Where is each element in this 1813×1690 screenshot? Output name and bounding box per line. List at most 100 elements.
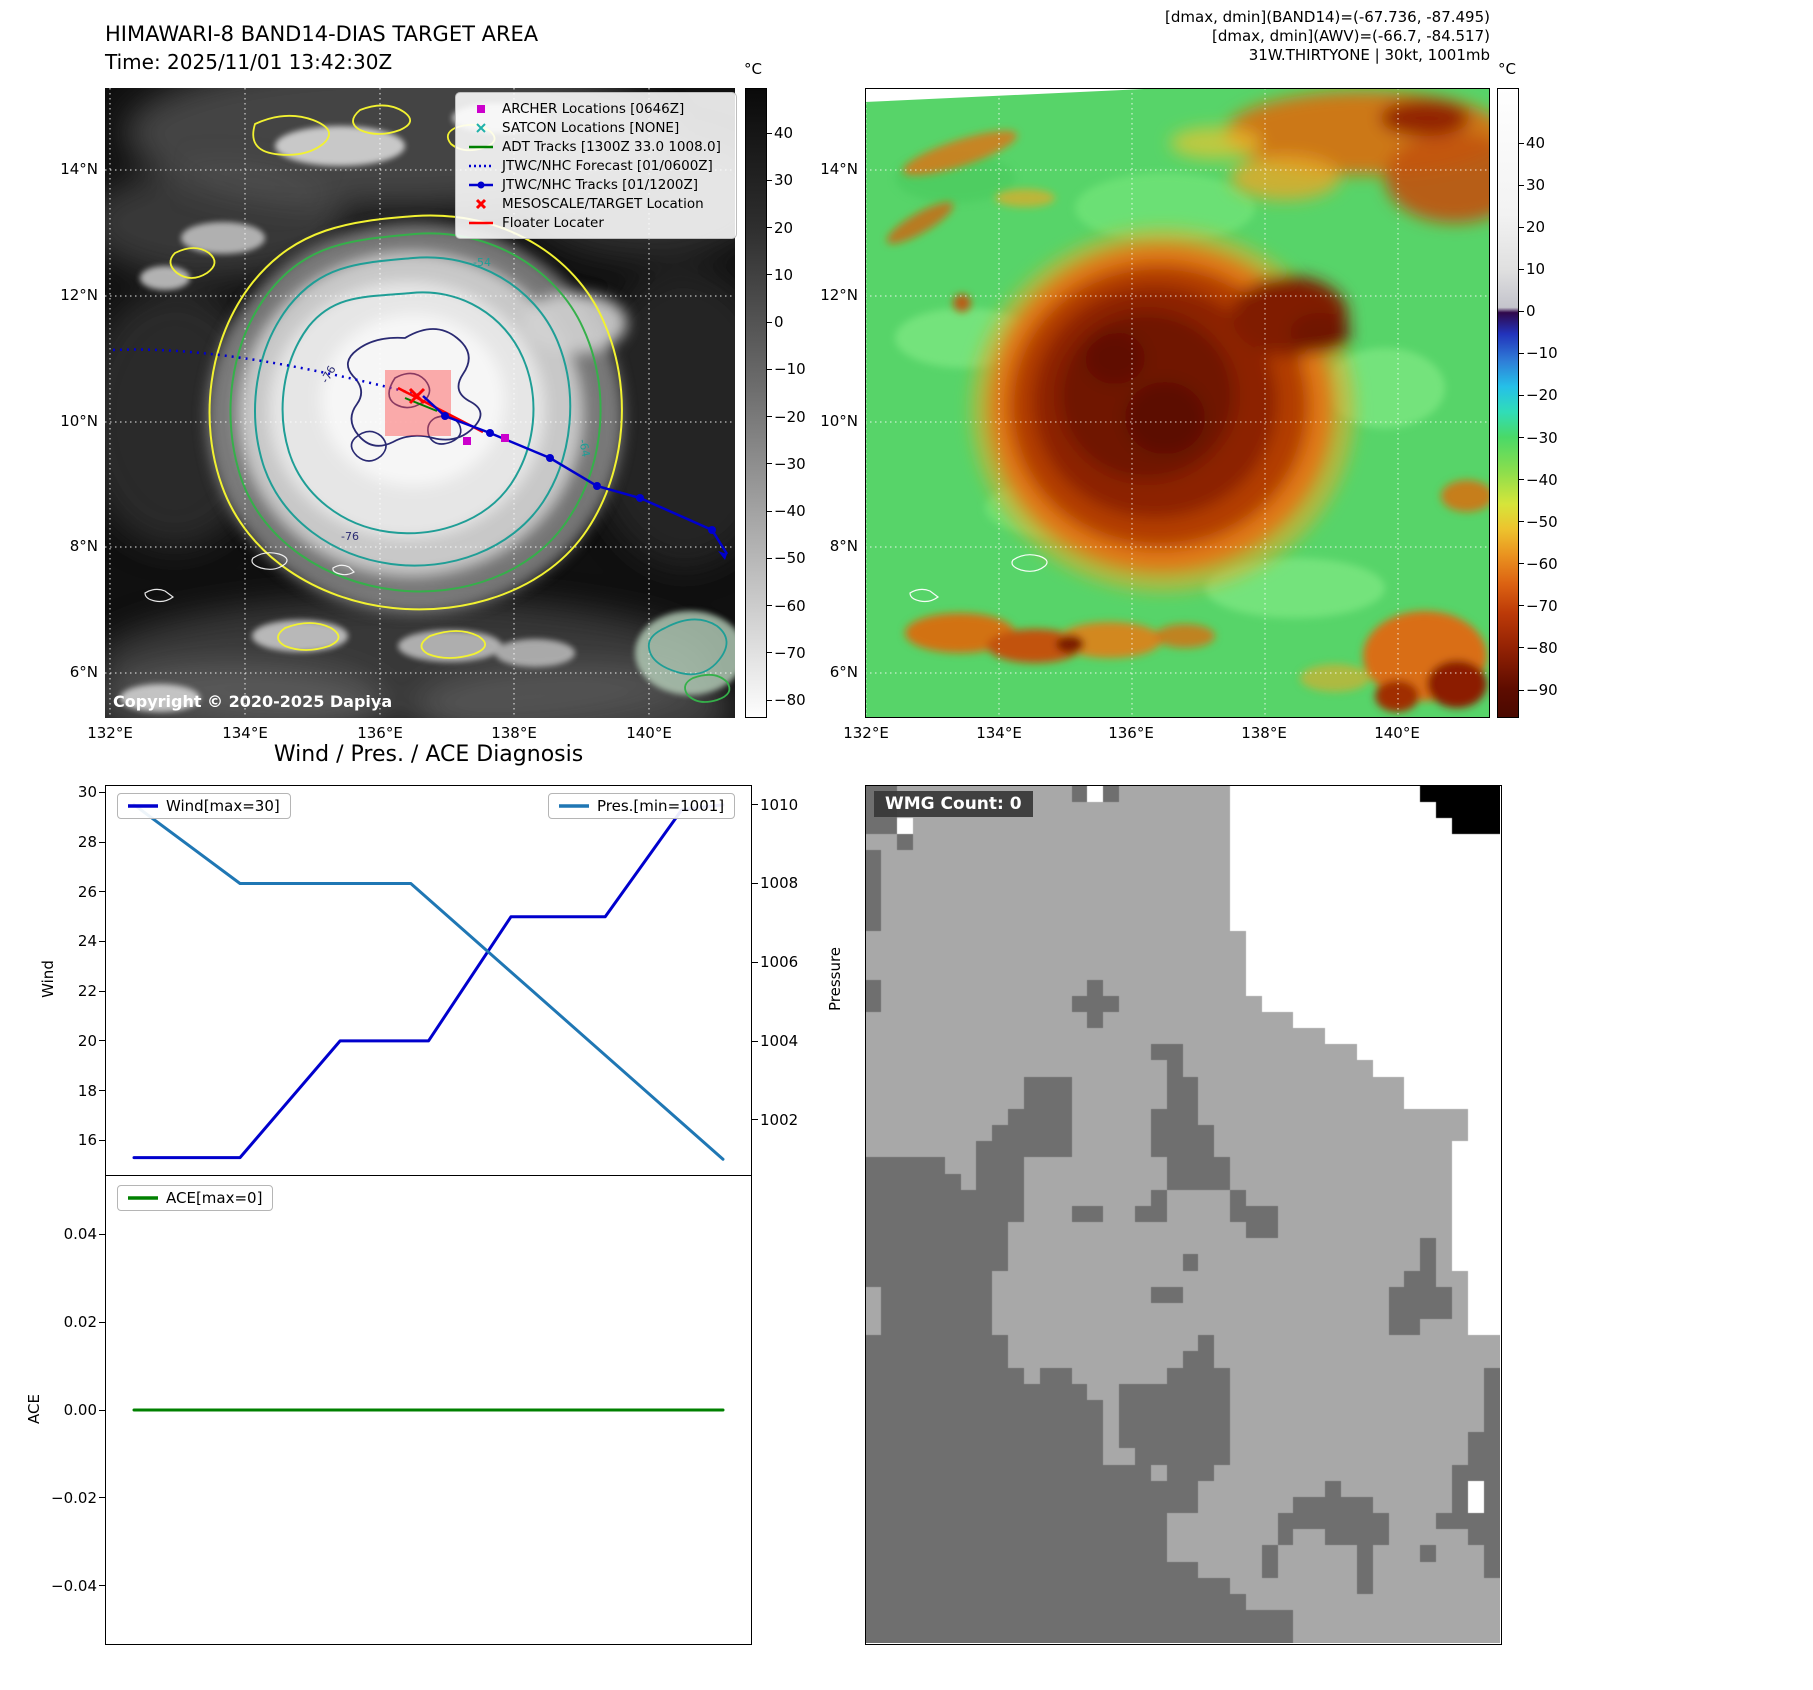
p2-colorbar-tickmark [1519, 605, 1524, 607]
wind-tickmark [99, 1090, 105, 1092]
p1-xtick-label: 134°E [222, 724, 268, 742]
p1-colorbar-tick-label: −50 [774, 549, 806, 568]
p1-colorbar-tick-label: −40 [774, 502, 806, 520]
jtwc-track-points [441, 412, 727, 560]
wind-tick-label: 20 [77, 1031, 97, 1050]
warm-cloud-patches-top [1170, 91, 1490, 223]
wind-tickmark [99, 791, 105, 793]
legend-line-sample-icon [128, 804, 158, 808]
ace-chart [132, 1408, 725, 1412]
x-bold-marker-icon [475, 198, 487, 209]
ace-legend: ACE[max=0] [117, 1185, 274, 1211]
p1-xtick-label: 140°E [626, 724, 672, 742]
ace-tickmark [99, 1233, 105, 1235]
island-outlines [909, 554, 1048, 603]
p2-colorbar-tickmark [1519, 310, 1524, 312]
wind-tickmark [99, 891, 105, 893]
p2-colorbar-tickmark [1519, 689, 1524, 691]
copyright-text: Copyright © 2020-2025 Dapiya [113, 692, 393, 711]
p2-xtick-label: 134°E [976, 724, 1022, 742]
wmg-mask-image [866, 786, 1500, 1643]
p2-colorbar-tick-label: −40 [1526, 470, 1558, 489]
ace-tickmark [99, 1321, 105, 1323]
legend-item-label: JTWC/NHC Tracks [01/1200Z] [502, 176, 699, 193]
legend-item-label: ARCHER Locations [0646Z] [502, 100, 685, 117]
wind-tickmark [99, 1139, 105, 1141]
legend-line-sample-icon [559, 804, 589, 808]
wind-legend-label: Wind[max=30] [166, 797, 280, 815]
jtwc-forecast-track-line [112, 348, 424, 398]
pressure-tickmark [752, 804, 758, 806]
contour-label: -54 [473, 256, 491, 269]
pressure-tickmark [752, 1119, 758, 1121]
pressure-tickmark [752, 882, 758, 884]
p1-colorbar-tick-label: −70 [774, 643, 806, 662]
p1-colorbar-tickmark [767, 368, 772, 370]
p2-colorbar-tickmark [1519, 226, 1524, 228]
pressure-tickmark [752, 1040, 758, 1042]
adt-track-line [404, 397, 438, 412]
p2-xtick-label: 136°E [1108, 724, 1154, 742]
legend-item: JTWC/NHC Forecast [01/0600Z] [466, 156, 726, 175]
p2-colorbar-unit: °C [1498, 60, 1516, 78]
cloud-patches-bottom [905, 480, 1490, 712]
wind-tick-label: 18 [77, 1081, 97, 1100]
legend-item: ARCHER Locations [0646Z] [466, 99, 726, 118]
p2-colorbar-tick-label: 10 [1526, 260, 1546, 279]
p2-colorbar-tickmark [1519, 184, 1524, 186]
p2-ytick-label: 8°N [829, 537, 858, 555]
p2-colorbar-tick-label: −60 [1526, 554, 1558, 573]
p1-colorbar-tick-label: 10 [774, 265, 794, 284]
p1-xtick-label: 132°E [87, 724, 133, 742]
pressure-tickmark [752, 961, 758, 963]
pres-line [132, 803, 725, 1161]
p2-colorbar-tickmark [1519, 521, 1524, 523]
pressure-tick-label: 1006 [760, 953, 799, 972]
panel2-header: [dmax, dmin](BAND14)=(-67.736, -87.495) … [990, 8, 1490, 65]
ace-legend-label: ACE[max=0] [166, 1189, 263, 1207]
p1-colorbar-tickmark [767, 416, 772, 417]
legend-item-label: SATCON Locations [NONE] [502, 119, 680, 136]
p1-colorbar-tick-label: −60 [774, 596, 806, 615]
p2-colorbar-tick-label: 30 [1526, 176, 1546, 195]
p2-xtick-label: 138°E [1241, 724, 1287, 742]
archer-location-markers [463, 434, 509, 445]
line-marker-icon [469, 145, 493, 148]
ace-tickmark [99, 1409, 105, 1411]
p1-colorbar-tick-label: 20 [774, 218, 794, 237]
p1-colorbar-tick-label: −30 [774, 454, 806, 473]
pressure-tick-label: 1010 [760, 795, 799, 814]
wind-tick-label: 26 [77, 882, 97, 901]
legend-item-label: ADT Tracks [1300Z 33.0 1008.0] [502, 138, 721, 155]
mesoscale-target-x-icon [408, 387, 426, 405]
p1-colorbar-tickmark [767, 463, 772, 465]
cold-central-dense-overcast [971, 228, 1355, 592]
square-marker-icon [477, 104, 485, 113]
band14-dmax-dmin-text: [dmax, dmin](BAND14)=(-67.736, -87.495) [1165, 8, 1490, 26]
legend-item: ADT Tracks [1300Z 33.0 1008.0] [466, 137, 726, 156]
p2-colorbar-tick-label: 40 [1526, 134, 1546, 152]
wind-tickmark [99, 841, 105, 843]
ace-tickmark [99, 1585, 105, 1587]
legend-item: JTWC/NHC Tracks [01/1200Z] [466, 175, 726, 194]
p1-ytick-label: 10°N [60, 412, 98, 430]
p2-ytick-label: 10°N [820, 412, 858, 430]
wind-pressure-chart-frame [105, 785, 752, 1175]
wind-tick-label: 22 [77, 982, 97, 1001]
p1-colorbar-tickmark [767, 179, 772, 181]
pressure-tick-label: 1004 [760, 1032, 799, 1051]
p2-colorbar-tick-label: −10 [1526, 344, 1558, 363]
p1-ytick-label: 12°N [60, 286, 98, 304]
p1-colorbar-tickmark [767, 699, 772, 701]
p2-colorbar-tickmark [1519, 142, 1524, 144]
legend-item-label: MESOSCALE/TARGET Location [502, 195, 704, 212]
p1-colorbar-tickmark [767, 605, 772, 606]
p1-colorbar-tickmark [767, 510, 772, 512]
awv-dmax-dmin-text: [dmax, dmin](AWV)=(-66.7, -84.517) [1211, 27, 1490, 45]
storm-cloud-mass [207, 223, 627, 613]
wmg-count-label: WMG Count: 0 [874, 791, 1033, 817]
p1-ytick-label: 6°N [69, 663, 98, 681]
ace-tick-label: 0.04 [63, 1225, 97, 1244]
p2-colorbar-tick-label: −50 [1526, 512, 1558, 531]
wind-tick-label: 30 [77, 783, 97, 802]
